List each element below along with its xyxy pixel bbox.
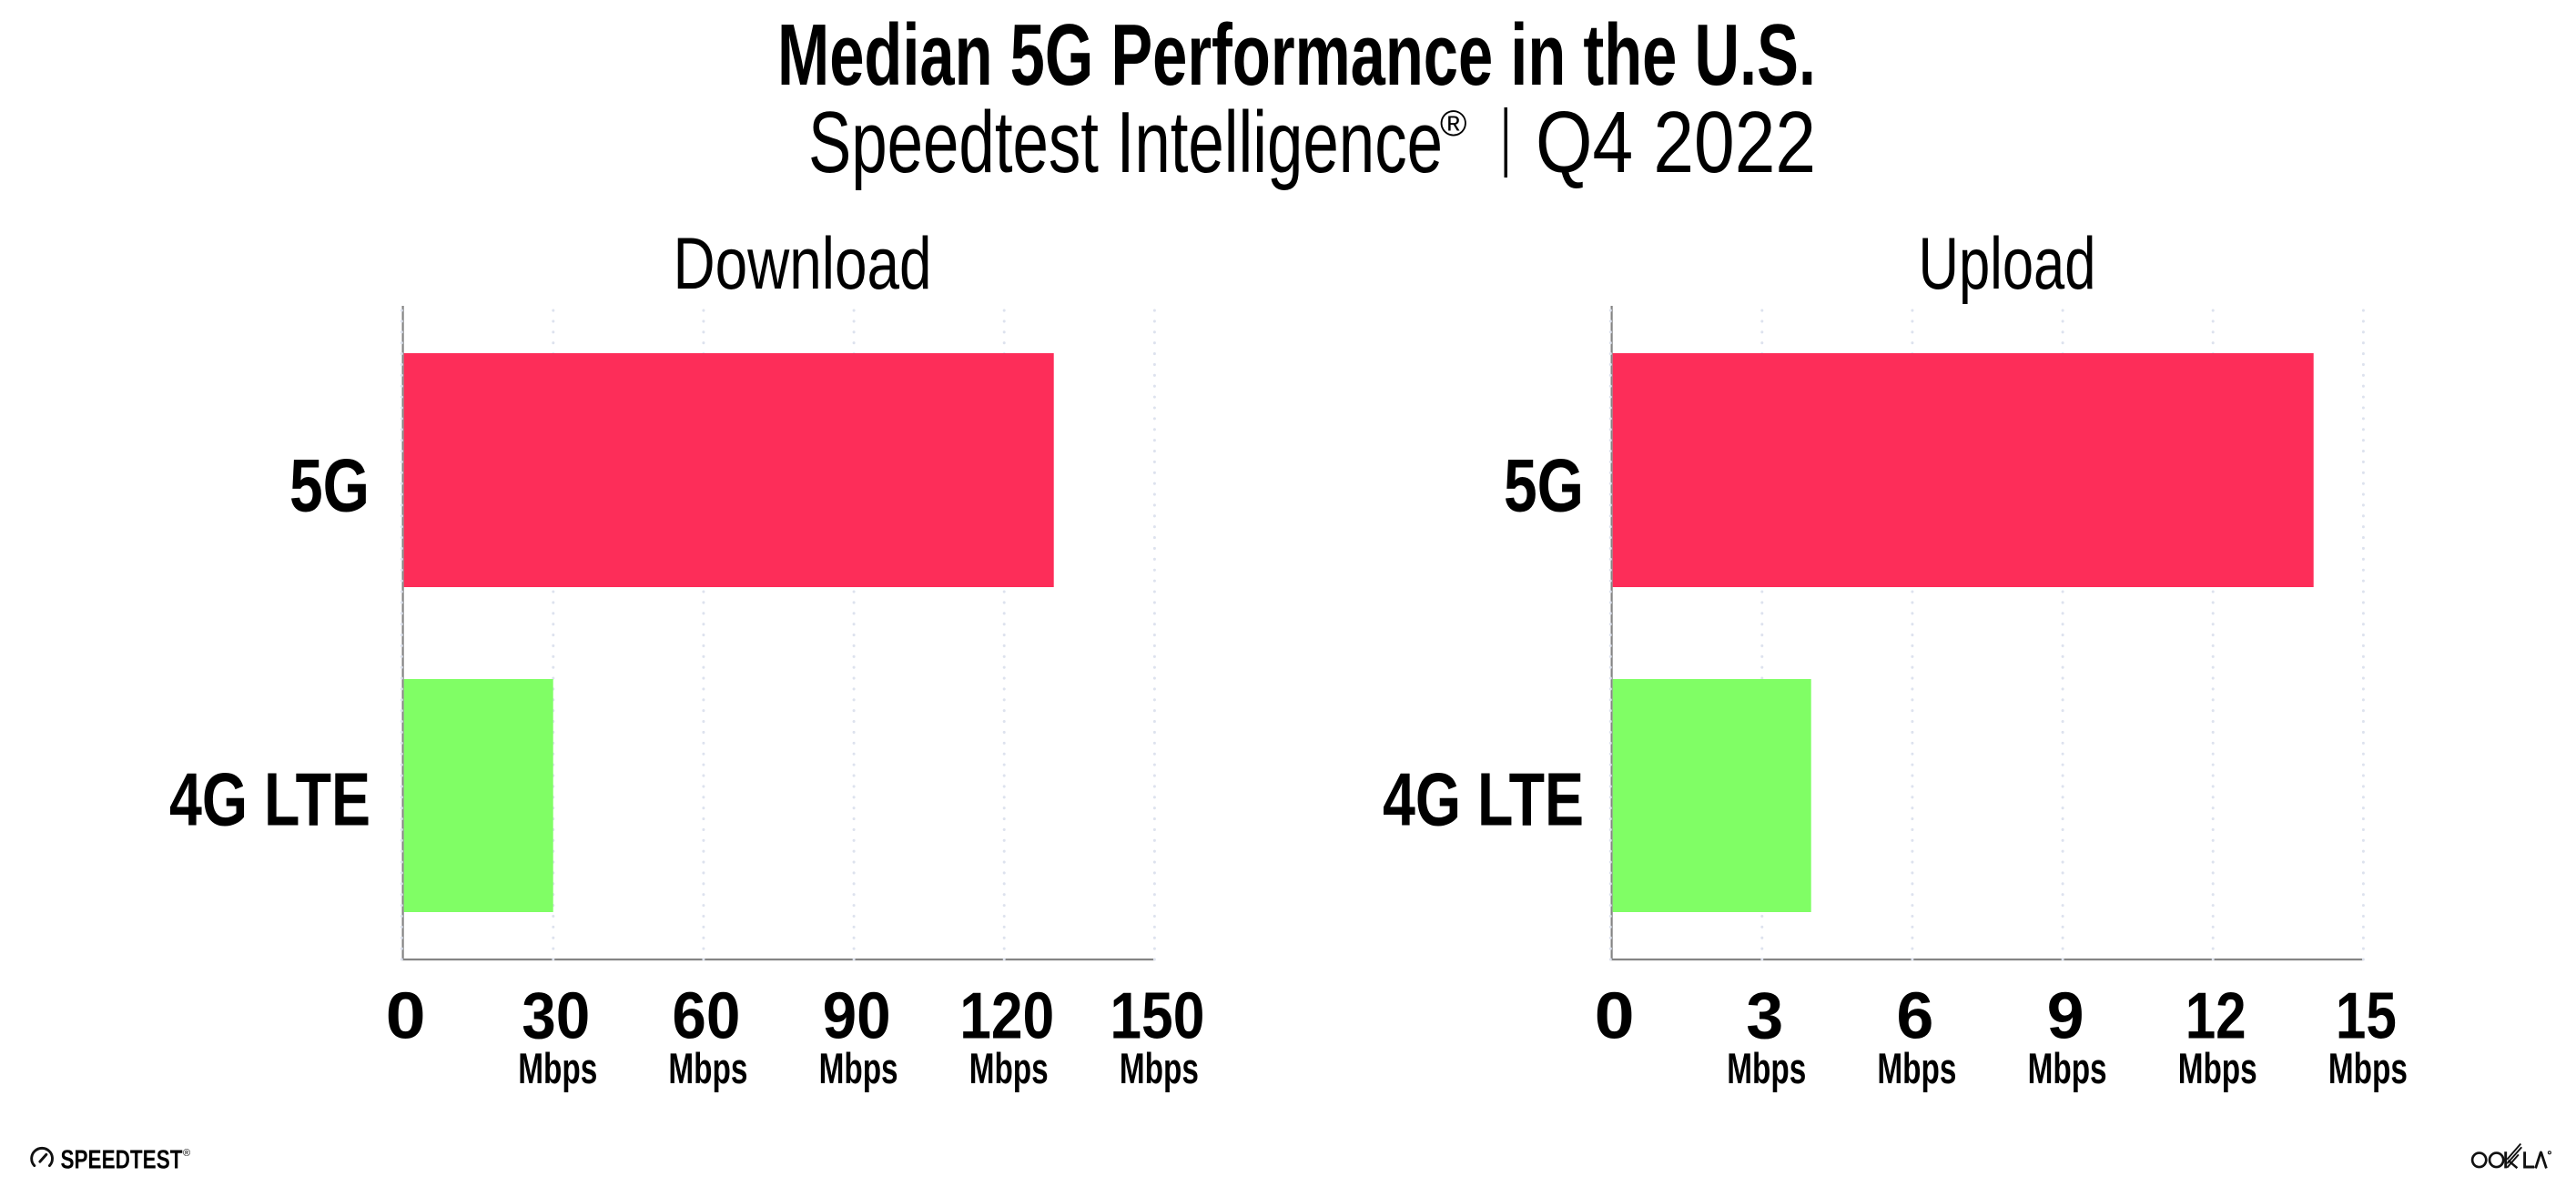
svg-text:Q4 2022: Q4 2022 xyxy=(1536,94,1816,191)
svg-text:Mbps: Mbps xyxy=(819,1044,898,1092)
svg-text:SPEEDTEST: SPEEDTEST xyxy=(61,1146,183,1175)
svg-text:Mbps: Mbps xyxy=(969,1044,1049,1092)
svg-text:3: 3 xyxy=(1746,980,1783,1053)
svg-text:120: 120 xyxy=(959,980,1054,1053)
svg-text:Mbps: Mbps xyxy=(2328,1044,2408,1092)
svg-text:Mbps: Mbps xyxy=(2178,1044,2257,1092)
svg-text:Download: Download xyxy=(674,223,932,305)
svg-text:0: 0 xyxy=(386,980,426,1053)
svg-text:Speedtest Intelligence: Speedtest Intelligence xyxy=(808,94,1443,191)
svg-text:5G: 5G xyxy=(289,442,370,527)
svg-text:Mbps: Mbps xyxy=(1727,1044,1806,1092)
svg-text:4G LTE: 4G LTE xyxy=(169,756,370,841)
svg-text:®: ® xyxy=(183,1148,190,1159)
svg-text:Mbps: Mbps xyxy=(518,1044,597,1092)
svg-text:60: 60 xyxy=(672,980,740,1053)
svg-text:®: ® xyxy=(1440,104,1466,144)
svg-text:90: 90 xyxy=(823,980,891,1053)
svg-text:15: 15 xyxy=(2336,980,2397,1053)
svg-text:Mbps: Mbps xyxy=(1120,1044,1199,1092)
svg-text:Mbps: Mbps xyxy=(1877,1044,1956,1092)
svg-text:5G: 5G xyxy=(1504,442,1584,527)
svg-text:Mbps: Mbps xyxy=(668,1044,747,1092)
svg-text:12: 12 xyxy=(2186,980,2246,1053)
svg-text:Upload: Upload xyxy=(1919,223,2096,305)
svg-text:Mbps: Mbps xyxy=(2028,1044,2107,1092)
svg-text:30: 30 xyxy=(522,980,590,1053)
svg-text:4G LTE: 4G LTE xyxy=(1383,756,1584,841)
svg-text:9: 9 xyxy=(2047,980,2084,1053)
svg-text:0: 0 xyxy=(1595,980,1635,1053)
svg-text:6: 6 xyxy=(1896,980,1933,1053)
svg-text:150: 150 xyxy=(1110,980,1204,1053)
svg-text:Median 5G Performance in the U: Median 5G Performance in the U.S. xyxy=(777,6,1816,104)
